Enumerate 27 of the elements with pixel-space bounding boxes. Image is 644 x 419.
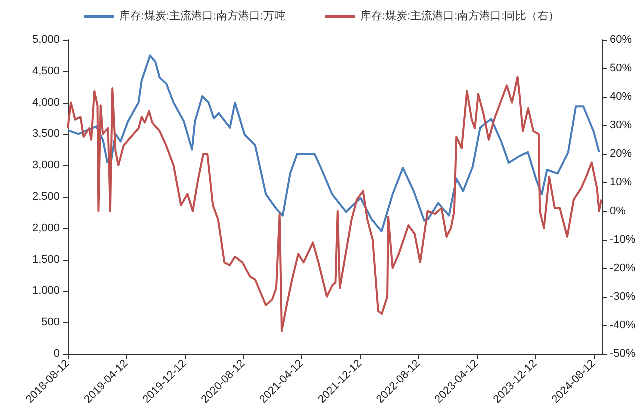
y2-tick-label: -50% bbox=[610, 348, 636, 360]
y2-tick-label: 20% bbox=[610, 148, 632, 160]
y-tick-label: 5,000 bbox=[32, 34, 60, 46]
y2-tick-label: 30% bbox=[610, 120, 632, 132]
y-tick-label: 1,000 bbox=[32, 285, 60, 298]
legend-label: 库存:煤炭:主流港口:南方港口:万吨 bbox=[119, 10, 286, 22]
y2-tick-label: 60% bbox=[610, 34, 632, 46]
y-tick-label: 4,500 bbox=[32, 65, 60, 78]
y-tick-label: 3,000 bbox=[32, 160, 60, 172]
y2-tick-label: -30% bbox=[610, 290, 636, 303]
y-tick-label: 4,000 bbox=[32, 96, 60, 109]
line-series bbox=[67, 54, 600, 233]
y2-tick-label: -40% bbox=[610, 319, 636, 332]
y-tick-label: 2,500 bbox=[32, 191, 60, 203]
y-tick-label: 2,000 bbox=[32, 222, 60, 234]
y2-tick-label: -10% bbox=[610, 234, 636, 246]
y-tick-label: 500 bbox=[42, 316, 60, 329]
y2-tick-label: -20% bbox=[610, 262, 636, 274]
y2-tick-label: 0% bbox=[610, 205, 626, 218]
y2-tick-label: 10% bbox=[610, 176, 632, 189]
line-series bbox=[67, 76, 603, 332]
y-tick-label: 0 bbox=[54, 348, 60, 360]
legend-label: 库存:煤炭:主流港口:南方港口:同比（右） bbox=[360, 10, 560, 22]
y-tick-label: 1,500 bbox=[32, 254, 60, 266]
y-tick-label: 3,500 bbox=[32, 128, 60, 140]
y2-tick-label: 40% bbox=[610, 91, 632, 104]
y2-tick-label: 50% bbox=[610, 62, 632, 75]
